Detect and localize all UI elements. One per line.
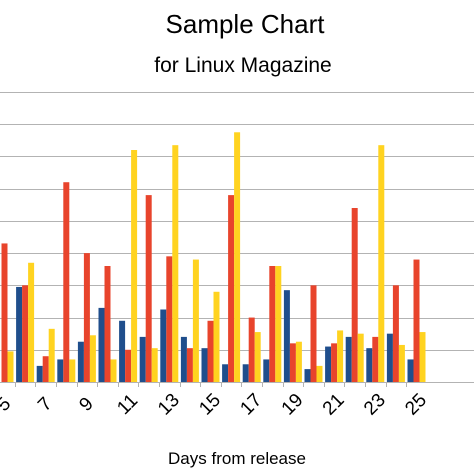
bar-1-25 [407,359,414,382]
bar-2-11 [125,349,132,382]
bar-1-17 [242,364,249,382]
bar-3-18 [275,266,282,382]
bar-2-10 [104,266,111,382]
bar-2-9 [83,253,90,382]
bar-1-6 [16,286,23,382]
bar-1-20 [304,369,311,382]
bar-1-14 [180,336,187,382]
x-tick-label-9: 9 [75,393,97,415]
bar-3-17 [254,332,261,382]
bar-2-16 [228,195,235,382]
bar-2-12 [145,195,152,382]
bar-2-18 [269,266,276,382]
bar-3-23 [378,145,385,382]
chart-subtitle: for Linux Magazine [154,54,331,77]
x-tick-label-13: 13 [154,390,184,420]
bar-3-15 [213,291,220,382]
bar-3-13 [172,145,179,382]
bar-3-25 [419,332,426,382]
bar-3-12 [151,348,158,382]
bar-1-10 [98,307,105,382]
bar-3-8 [69,359,76,382]
bar-2-25 [413,259,420,382]
bar-3-21 [337,330,344,382]
bar-1-16 [222,364,229,382]
bar-2-20 [310,285,317,382]
x-tick-label-21: 21 [319,390,349,420]
bar-3-9 [89,335,96,382]
x-tick-label-23: 23 [360,390,390,420]
bar-3-22 [357,333,364,382]
bar-1-8 [57,359,64,382]
bar-1-24 [386,333,393,382]
x-tick-label-5: 5 [0,393,15,415]
x-tick-label-11: 11 [113,390,142,419]
bar-1-13 [160,309,167,382]
bar-2-19 [289,343,296,382]
bar-3-16 [234,132,241,382]
bar-1-9 [77,341,84,382]
bar-2-14 [186,348,193,382]
bar-1-11 [119,320,126,382]
x-tick-label-17: 17 [236,390,266,420]
bar-2-7 [42,356,49,382]
bar-2-13 [166,256,173,382]
x-tick-label-25: 25 [401,390,431,420]
bar-1-15 [201,348,208,382]
x-axis-label: Days from release [168,449,306,468]
bar-2-21 [331,343,338,382]
bar-3-24 [398,344,405,382]
bar-3-5 [7,351,14,382]
bar-1-23 [366,348,373,382]
bar-1-7 [36,365,43,382]
bar-2-5 [1,243,8,382]
bar-2-8 [63,182,70,382]
bar-3-10 [110,359,117,382]
x-tick-label-19: 19 [278,390,308,420]
bar-2-6 [22,285,29,382]
bars [1,132,426,382]
bar-1-22 [345,336,352,382]
bar-3-7 [48,328,55,382]
bar-1-12 [139,336,146,382]
bar-2-15 [207,320,214,382]
x-axis [0,382,474,387]
chart-title: Sample Chart [166,9,326,39]
x-tick-labels: 5 7 9 11 13 15 17 19 21 23 25 [0,390,431,420]
x-tick-label-7: 7 [34,393,56,415]
bar-2-17 [248,317,255,382]
bar-3-14 [192,259,199,382]
bar-1-18 [263,359,270,382]
x-tick-label-15: 15 [195,390,225,420]
bar-3-6 [28,262,35,382]
bar-1-21 [325,346,332,382]
bar-3-20 [316,365,323,382]
bar-3-19 [295,341,302,382]
bar-2-23 [372,336,379,382]
bar-2-24 [392,285,399,382]
bar-1-19 [283,290,290,382]
bar-3-11 [131,150,138,382]
bar-2-22 [351,208,358,382]
